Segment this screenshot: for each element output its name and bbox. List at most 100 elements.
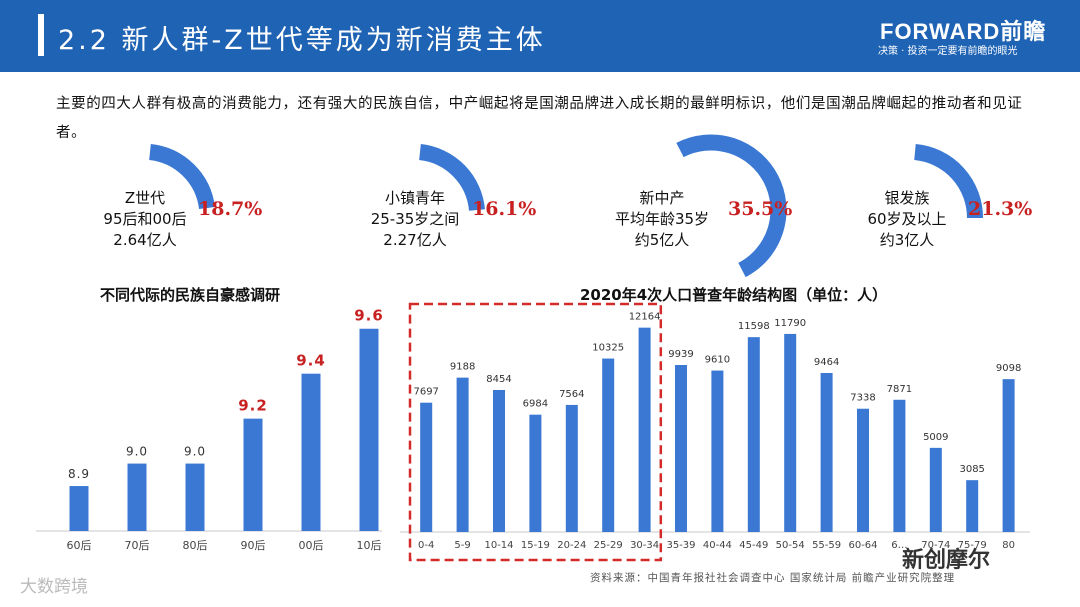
data-label: 9.0 xyxy=(184,445,206,459)
tick-label: 80后 xyxy=(183,539,208,552)
data-label: 7697 xyxy=(413,387,438,398)
group-name: Z世代 xyxy=(124,189,166,207)
bar xyxy=(784,333,797,532)
group-name: 新中产 xyxy=(639,189,685,207)
data-label: 12164 xyxy=(629,312,661,323)
bar xyxy=(359,328,379,531)
tick-label: 70-74 xyxy=(921,540,950,551)
tick-label: 10后 xyxy=(357,539,382,552)
bar xyxy=(69,486,89,531)
data-label: 9939 xyxy=(668,349,693,360)
tick-label: 0-4 xyxy=(418,540,434,551)
header-bar: 2.2 新人群-Z世代等成为新消费主体 FORWARD前瞻 决策 · 投资一定要… xyxy=(0,0,1080,72)
tick-label: 10-14 xyxy=(484,540,513,551)
data-label: 7338 xyxy=(850,393,875,404)
pride-bar-chart: 8.9 60后 9.0 70后 9.0 80后 9.2 90后 9.4 00后 9.6 10后 xyxy=(36,307,382,552)
page-title: 2.2 新人群-Z世代等成为新消费主体 xyxy=(58,25,546,56)
group-age: 25-35岁之间 xyxy=(370,210,460,228)
group-share: 35.5% xyxy=(728,198,793,220)
bar xyxy=(929,447,942,532)
data-label: 5009 xyxy=(923,432,948,443)
group-silver: 银发族 60岁及以上 约3亿人 xyxy=(842,188,972,251)
tick-label: 30-34 xyxy=(630,540,659,551)
bar xyxy=(565,404,578,532)
arc-icon-z-generation xyxy=(148,144,215,210)
bar xyxy=(1002,379,1015,532)
group-small-town: 小镇青年 25-35岁之间 2.27亿人 xyxy=(350,188,480,251)
arc-icon-silver xyxy=(913,144,984,219)
bar xyxy=(675,365,687,532)
tick-label: 45-49 xyxy=(739,540,768,551)
data-label: 9098 xyxy=(996,363,1021,374)
group-age: 平均年龄35岁 xyxy=(614,210,710,228)
data-label: 11598 xyxy=(738,321,770,332)
title-accent-bar xyxy=(38,14,44,56)
data-label: 9.0 xyxy=(126,445,148,459)
group-share: 16.1% xyxy=(472,198,537,220)
data-label: 7564 xyxy=(559,389,584,400)
bar xyxy=(493,389,505,532)
tick-label: 35-39 xyxy=(666,540,695,551)
tick-label: 75-79 xyxy=(958,540,987,551)
tick-label: 80 xyxy=(1002,540,1015,551)
highlight-box xyxy=(408,302,663,562)
bar xyxy=(747,337,760,532)
watermark-left: 大数跨境 xyxy=(20,577,88,597)
bar xyxy=(301,373,321,531)
data-label: 9.2 xyxy=(238,397,268,415)
data-label: 9610 xyxy=(705,355,730,366)
bar xyxy=(893,399,906,532)
data-label: 9188 xyxy=(450,362,475,373)
bar xyxy=(529,414,542,532)
tick-label: 6… xyxy=(891,540,907,551)
group-share: 18.7% xyxy=(198,198,263,220)
chart-title-pride: 不同代际的民族自豪感调研 xyxy=(100,286,281,304)
data-label: 8454 xyxy=(486,374,511,385)
bar xyxy=(638,327,651,532)
group-population: 2.64亿人 xyxy=(113,231,177,249)
tick-label: 50-54 xyxy=(776,540,805,551)
group-population: 2.27亿人 xyxy=(383,231,447,249)
bar xyxy=(420,402,433,532)
bar xyxy=(857,408,869,532)
tick-label: 60-64 xyxy=(848,540,877,551)
group-share: 21.3% xyxy=(968,198,1033,220)
intro-paragraph: 主要的四大人群有极高的消费能力，还有强大的民族自信，中产崛起将是国潮品牌进入成长… xyxy=(56,96,1023,141)
data-label: 3085 xyxy=(959,464,984,475)
chart-title-population: 2020年4次人口普查年龄结构图（单位：人） xyxy=(580,286,888,304)
data-label: 11790 xyxy=(774,318,806,329)
group-population: 约5亿人 xyxy=(634,231,690,249)
data-label: 9.4 xyxy=(296,352,326,370)
tick-label: 15-19 xyxy=(521,540,550,551)
tick-label: 55-59 xyxy=(812,540,841,551)
tick-label: 20-24 xyxy=(557,540,586,551)
data-label: 8.9 xyxy=(68,467,90,481)
data-label: 7871 xyxy=(887,384,912,395)
bar xyxy=(456,377,469,532)
arc-icon-small-town xyxy=(418,144,485,212)
tick-label: 40-44 xyxy=(703,540,732,551)
arc-icon-new-middle xyxy=(676,134,787,278)
bar xyxy=(127,463,147,531)
tick-label: 5-9 xyxy=(454,540,470,551)
group-population: 约3亿人 xyxy=(879,231,935,249)
tick-label: 70后 xyxy=(125,539,150,552)
group-name: 小镇青年 xyxy=(384,189,445,207)
data-label: 10325 xyxy=(592,343,624,354)
brand-logo: FORWARD前瞻 xyxy=(880,19,1047,44)
group-z-generation: Z世代 95后和00后 2.64亿人 xyxy=(80,188,210,251)
bar xyxy=(966,480,979,532)
data-label: 9464 xyxy=(814,357,839,368)
group-new-middle: 新中产 平均年龄35岁 约5亿人 xyxy=(592,188,732,251)
tick-label: 00后 xyxy=(299,539,324,552)
source-note: 资料来源：中国青年报社社会调查中心 国家统计局 前瞻产业研究院整理 xyxy=(590,572,956,584)
bar xyxy=(243,418,263,531)
data-label: 9.6 xyxy=(354,307,382,325)
bar xyxy=(185,463,205,531)
brand-slogan: 决策 · 投资一定要有前瞻的眼光 xyxy=(878,46,1018,57)
watermark-right: 新创摩尔 xyxy=(902,548,991,573)
population-bar-chart: 7697 0-4 9188 5-9 8454 10-14 6984 15-19 7564 20-2… xyxy=(400,302,1030,562)
data-label: 6984 xyxy=(523,399,548,410)
tick-label: 60后 xyxy=(67,539,92,552)
